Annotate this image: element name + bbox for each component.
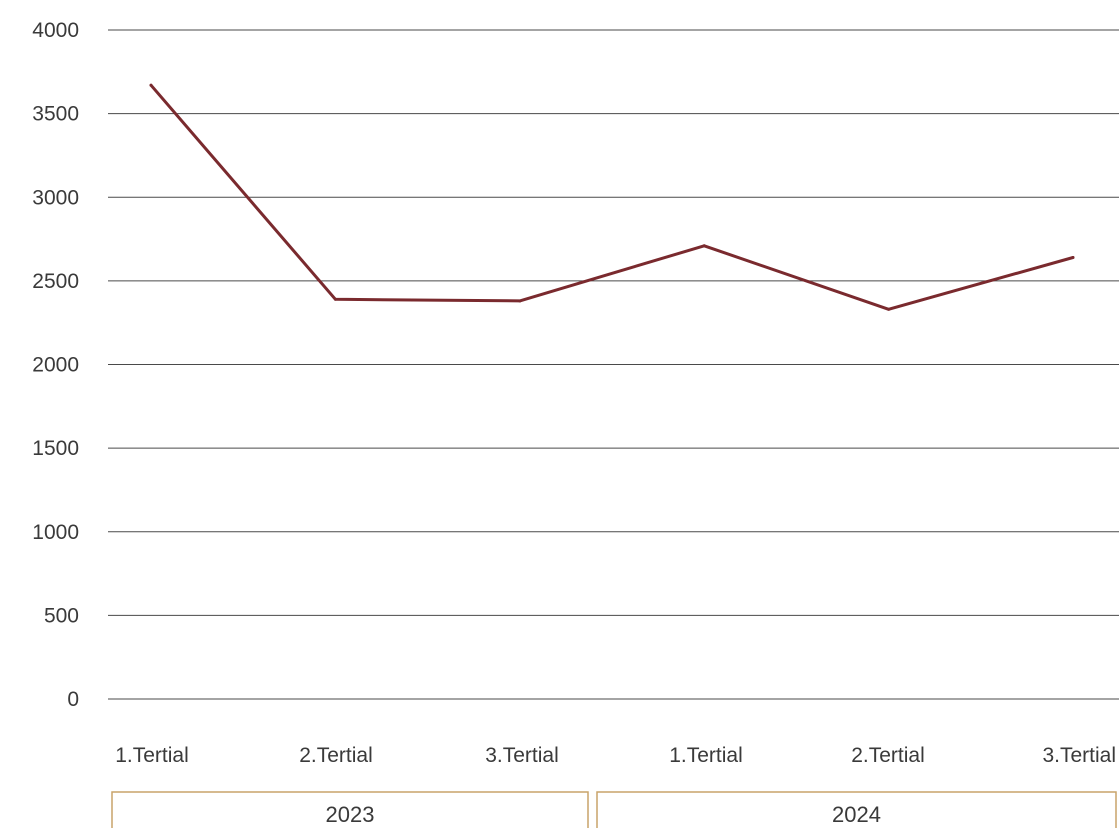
data-point — [1071, 255, 1075, 259]
y-tick-label: 3500 — [32, 103, 79, 126]
y-tick-label: 3000 — [32, 186, 79, 209]
x-tick-label: 3.Tertial — [485, 744, 559, 767]
series-layer — [149, 83, 1075, 311]
group-bracket — [596, 791, 1117, 828]
x-tick-label: 1.Tertial — [669, 744, 743, 767]
y-axis-ticks: 0 500 1000 1500 2000 2500 3000 3500 4000 — [32, 19, 79, 711]
gridlines — [108, 29, 1119, 700]
y-tick-label: 500 — [44, 604, 79, 627]
x-tick-label: 2.Tertial — [851, 744, 925, 767]
data-point — [149, 83, 153, 87]
x-tick-label: 1.Tertial — [115, 744, 189, 767]
y-tick-label: 4000 — [32, 19, 79, 42]
series-line — [149, 83, 1075, 311]
data-point — [518, 299, 522, 303]
x-tick-label: 2.Tertial — [299, 744, 373, 767]
group-bracket — [111, 791, 589, 828]
group-label: 2023 — [326, 802, 375, 827]
y-tick-label: 1500 — [32, 437, 79, 460]
data-point — [887, 307, 891, 311]
group-label: 2024 — [832, 802, 881, 827]
y-tick-label: 2500 — [32, 270, 79, 293]
y-tick-label: 0 — [67, 688, 79, 711]
x-axis-groups: 2023 2024 — [111, 791, 1117, 828]
x-tick-label: 3.Tertial — [1042, 744, 1116, 767]
data-point — [702, 244, 706, 248]
y-tick-label: 1000 — [32, 521, 79, 544]
y-tick-label: 2000 — [32, 354, 79, 377]
x-axis-ticks: 1.Tertial 2.Tertial 3.Tertial 1.Tertial 2.Te… — [115, 744, 1116, 767]
data-point — [333, 297, 337, 301]
